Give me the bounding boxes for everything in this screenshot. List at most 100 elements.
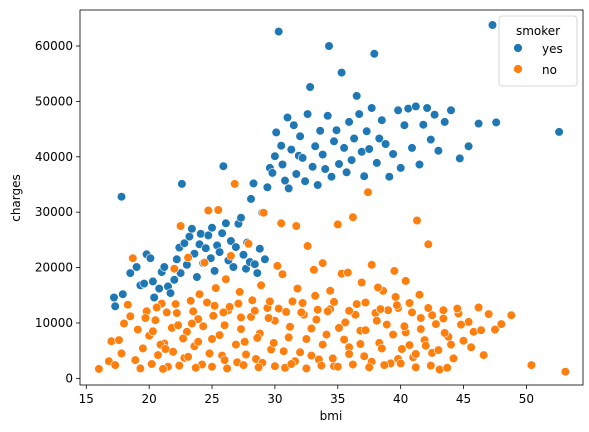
point-yes xyxy=(384,172,394,182)
point-yes xyxy=(270,151,280,161)
point-no xyxy=(147,359,157,369)
point-no xyxy=(125,311,135,321)
point-yes xyxy=(289,120,299,130)
point-no xyxy=(264,313,274,323)
point-no xyxy=(110,360,120,370)
point-no xyxy=(391,292,401,302)
point-yes xyxy=(367,103,377,113)
point-yes xyxy=(359,171,369,181)
point-no xyxy=(119,318,129,329)
point-no xyxy=(183,253,193,263)
point-no xyxy=(389,266,400,276)
legend: smoker yes no xyxy=(498,15,578,87)
point-no xyxy=(295,347,305,357)
point-no xyxy=(250,306,260,316)
point-no xyxy=(162,307,172,318)
point-no xyxy=(287,296,298,307)
points-layer xyxy=(94,20,571,377)
point-no xyxy=(106,336,116,346)
point-yes xyxy=(139,279,149,289)
point-no xyxy=(254,362,264,372)
point-no xyxy=(215,330,225,340)
point-no xyxy=(194,289,205,299)
point-no xyxy=(363,187,373,197)
point-yes xyxy=(364,144,374,154)
point-no xyxy=(348,212,358,222)
y-tick-label: 30000 xyxy=(35,205,73,219)
y-tick-label: 0 xyxy=(65,371,73,385)
point-yes xyxy=(323,111,333,121)
point-no xyxy=(412,215,422,226)
point-yes xyxy=(407,143,417,153)
point-no xyxy=(178,333,188,344)
point-yes xyxy=(206,253,216,263)
point-yes xyxy=(326,172,337,182)
point-yes xyxy=(276,141,286,151)
point-no xyxy=(306,323,317,334)
point-no xyxy=(259,208,269,218)
point-no xyxy=(94,364,104,374)
point-no xyxy=(272,261,283,271)
point-no xyxy=(377,343,387,354)
point-yes xyxy=(298,153,308,163)
point-no xyxy=(469,327,479,337)
point-no xyxy=(301,334,312,344)
point-no xyxy=(183,352,193,362)
y-tick-label: 40000 xyxy=(35,150,73,164)
point-yes xyxy=(110,301,120,311)
point-yes xyxy=(262,182,273,192)
point-no xyxy=(276,218,286,228)
point-yes xyxy=(203,230,213,240)
point-no xyxy=(316,361,327,371)
point-no xyxy=(431,319,441,329)
point-yes xyxy=(231,242,241,252)
point-yes xyxy=(303,109,313,119)
point-no xyxy=(243,239,254,249)
point-no xyxy=(401,276,411,286)
point-yes xyxy=(228,262,238,272)
point-yes xyxy=(252,268,262,278)
point-yes xyxy=(344,117,354,127)
point-yes xyxy=(342,167,352,177)
point-yes xyxy=(248,178,259,188)
point-no xyxy=(423,239,433,249)
point-no xyxy=(404,298,415,308)
point-yes xyxy=(418,120,428,130)
x-tick-label: 50 xyxy=(519,392,534,406)
point-no xyxy=(203,205,213,216)
point-no xyxy=(407,307,417,318)
point-no xyxy=(357,277,367,288)
legend-marker-no xyxy=(513,64,523,74)
point-no xyxy=(292,284,303,294)
point-no xyxy=(440,328,450,338)
point-no xyxy=(148,326,158,336)
point-no xyxy=(230,179,240,189)
point-yes xyxy=(381,139,391,149)
point-yes xyxy=(246,194,256,204)
point-yes xyxy=(169,275,179,285)
point-no xyxy=(372,316,382,326)
y-tick-label: 50000 xyxy=(35,94,73,108)
point-no xyxy=(496,319,506,329)
point-no xyxy=(130,355,140,365)
point-no xyxy=(174,361,184,371)
point-no xyxy=(352,299,362,309)
point-yes xyxy=(165,288,176,298)
point-no xyxy=(426,361,436,371)
point-yes xyxy=(148,276,158,287)
point-yes xyxy=(464,141,474,151)
point-no xyxy=(281,307,291,317)
point-no xyxy=(301,363,312,374)
point-yes xyxy=(374,133,384,144)
point-yes xyxy=(215,247,225,257)
point-no xyxy=(309,265,319,275)
point-no xyxy=(506,310,516,320)
point-no xyxy=(464,317,474,327)
point-no xyxy=(116,348,127,359)
point-no xyxy=(306,351,317,361)
point-no xyxy=(411,349,421,359)
point-no xyxy=(340,317,350,328)
point-no xyxy=(236,312,246,323)
point-no xyxy=(466,342,476,352)
point-yes xyxy=(433,146,444,156)
